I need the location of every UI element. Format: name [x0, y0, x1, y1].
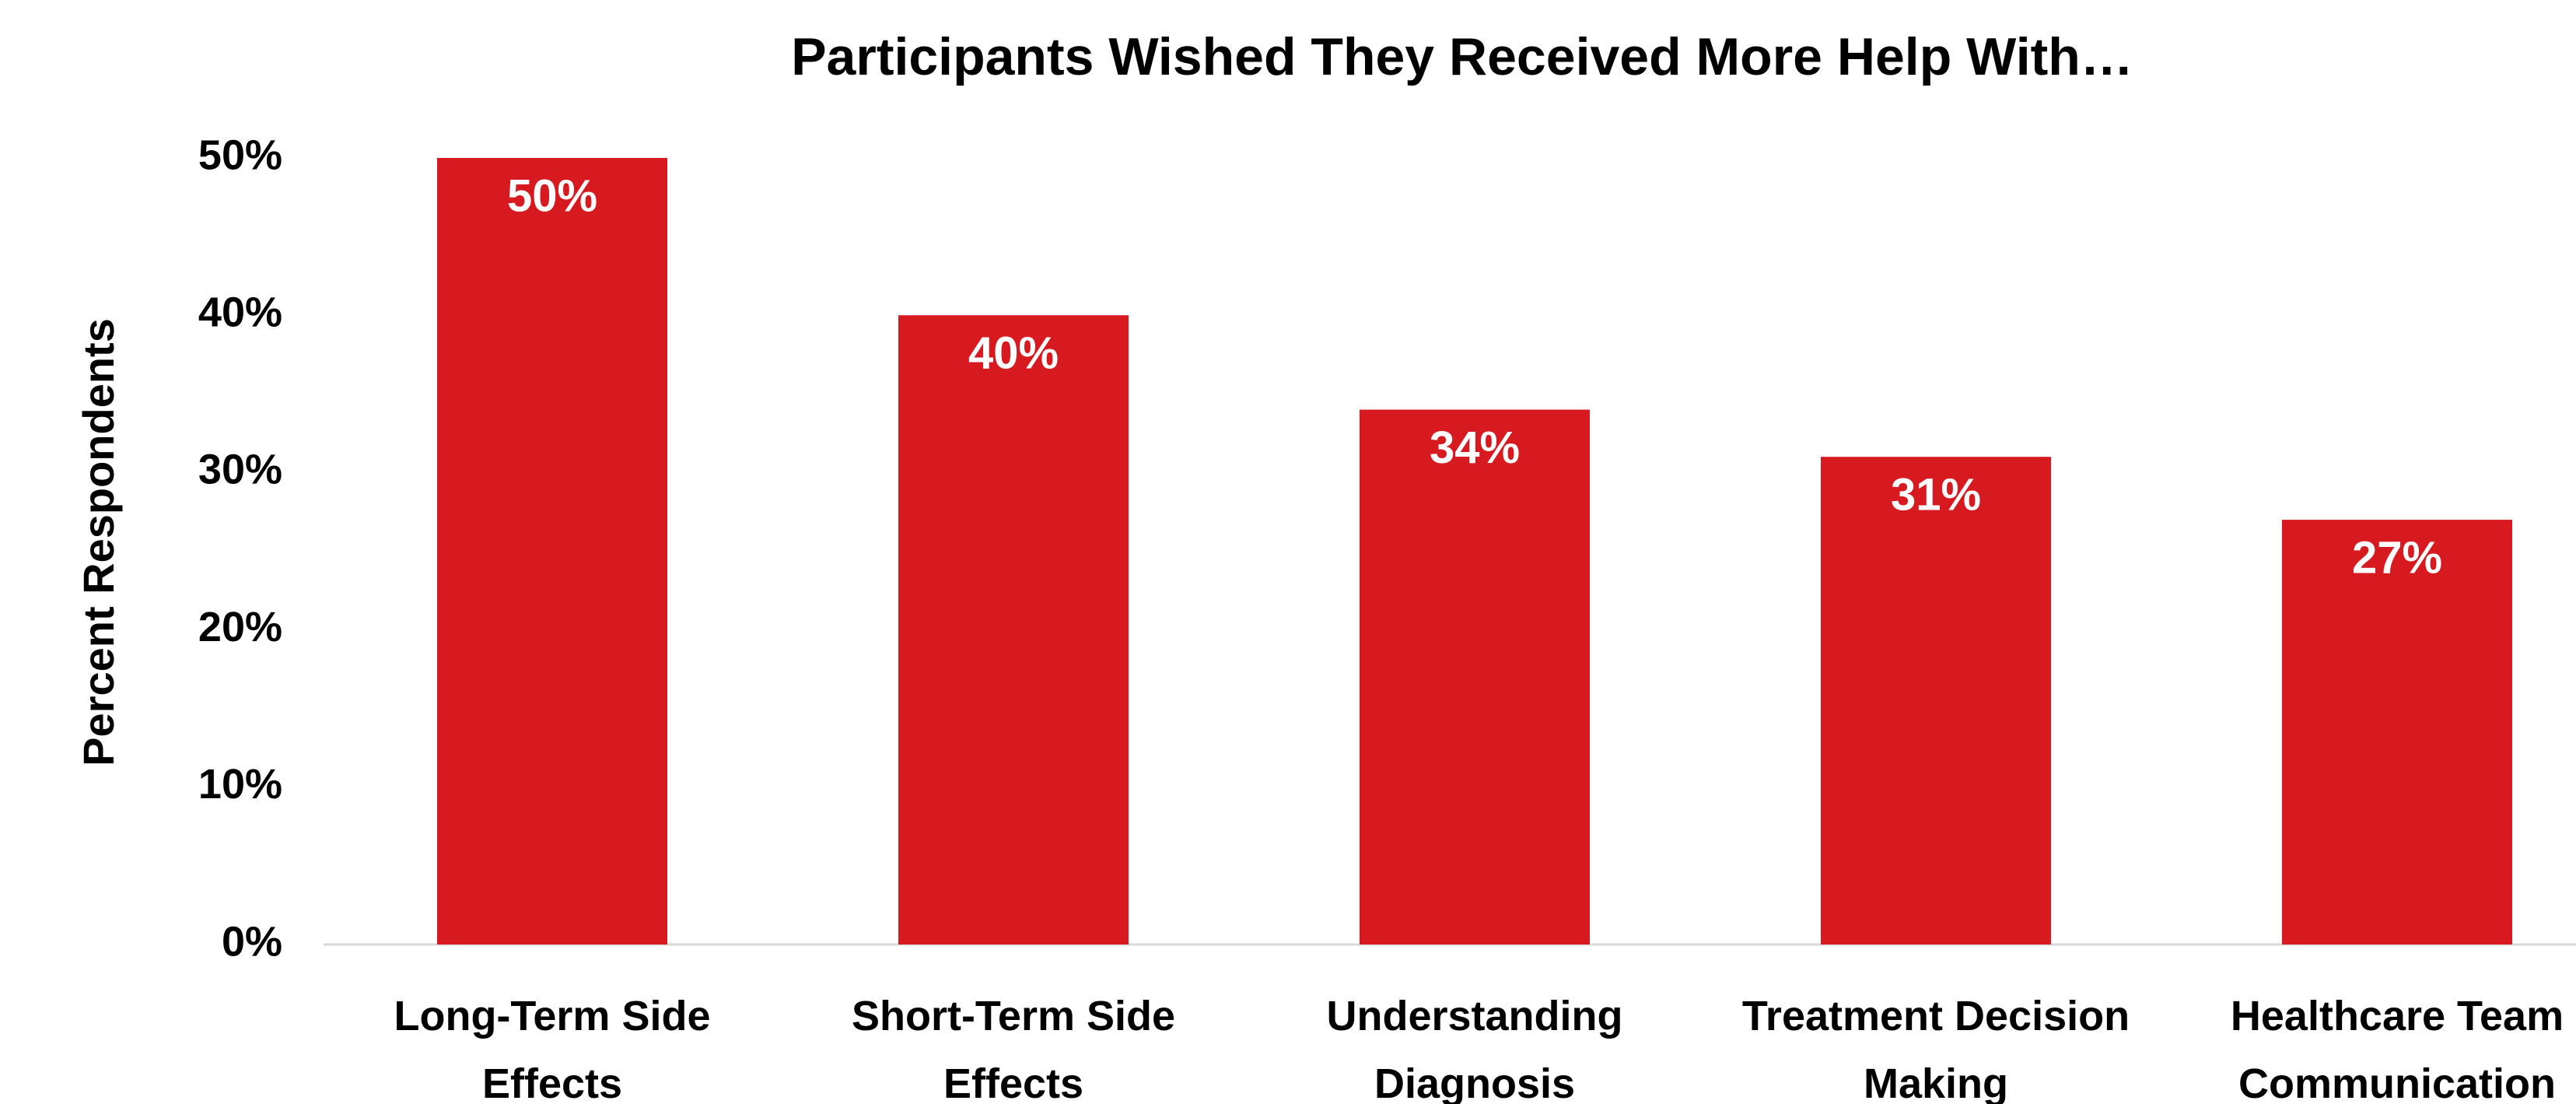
bar	[437, 158, 667, 945]
data-label: 34%	[1430, 422, 1520, 473]
y-tick-label: 10%	[198, 761, 282, 808]
y-tick-label: 20%	[198, 604, 282, 650]
x-tick-label-box: Short-Term Side Effects	[851, 993, 1176, 1104]
x-tick-label: Understanding Diagnosis	[1326, 993, 1623, 1104]
y-tick-label: 40%	[198, 289, 282, 335]
y-tick-label: 0%	[222, 918, 282, 965]
x-tick-label-box: Healthcare Team Communication	[2230, 993, 2564, 1104]
y-tick-label: 30%	[198, 447, 282, 493]
x-tick-label: Long-Term Side Effects	[394, 993, 711, 1104]
y-tick-label: 50%	[198, 131, 282, 178]
bar	[1821, 457, 2051, 945]
data-label: 31%	[1891, 470, 1981, 520]
bar	[1360, 409, 1590, 945]
x-tick-label-box: Understanding Diagnosis	[1326, 993, 1623, 1104]
data-label: 50%	[507, 170, 597, 221]
x-tick-label-box: Long-Term Side Effects	[394, 993, 711, 1104]
y-axis-title: Percent Respondents	[74, 318, 123, 766]
bar	[898, 315, 1129, 945]
x-tick-label: Healthcare Team Communication	[2230, 993, 2564, 1104]
x-tick-label: Treatment Decision Making	[1741, 993, 2130, 1104]
x-tick-label-box: Treatment Decision Making	[1741, 993, 2130, 1104]
chart-title: Participants Wished They Received More H…	[791, 27, 2133, 86]
data-label: 40%	[968, 328, 1059, 379]
bar	[2282, 520, 2512, 945]
data-label: 27%	[2352, 532, 2442, 583]
x-tick-label: Short-Term Side Effects	[851, 993, 1176, 1104]
